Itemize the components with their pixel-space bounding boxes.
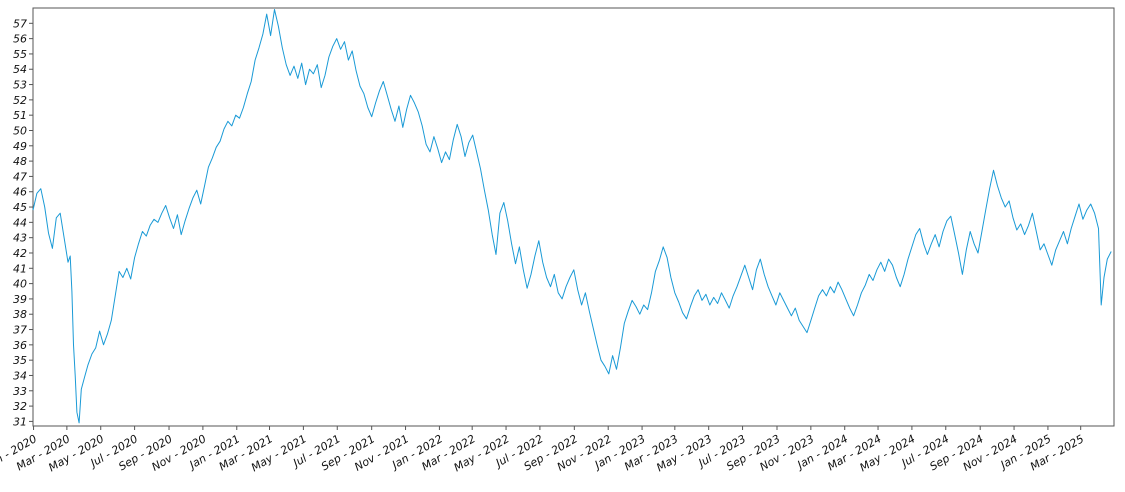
y-tick-label: 50: [13, 124, 27, 137]
y-tick-label: 52: [13, 94, 27, 107]
y-tick-label: 48: [13, 155, 27, 168]
y-tick-label: 56: [13, 33, 27, 46]
y-tick-label: 42: [13, 247, 27, 260]
y-tick-label: 31: [13, 415, 27, 428]
y-tick-label: 37: [13, 324, 27, 337]
y-tick-label: 35: [13, 354, 27, 367]
y-tick-label: 49: [13, 140, 27, 153]
y-tick-label: 40: [13, 278, 27, 291]
y-tick-label: 36: [13, 339, 27, 352]
y-tick-label: 38: [13, 308, 27, 321]
y-tick-label: 34: [13, 369, 27, 382]
y-tick-label: 54: [13, 63, 27, 76]
y-tick-label: 43: [13, 232, 27, 245]
y-tick-label: 47: [13, 170, 27, 183]
y-tick-label: 41: [13, 262, 27, 275]
y-tick-label: 55: [13, 48, 27, 61]
y-tick-label: 44: [13, 216, 27, 229]
series-line-0: [32, 9, 1112, 424]
y-tick-label: 57: [13, 17, 27, 30]
series-layer: [32, 9, 1112, 424]
y-tick-label: 33: [13, 385, 27, 398]
y-tick-label: 39: [13, 293, 27, 306]
y-tick-label: 51: [13, 109, 27, 122]
y-tick-label: 46: [13, 186, 27, 199]
y-tick-label: 32: [13, 400, 27, 413]
y-tick-label: 45: [13, 201, 27, 214]
y-tick-label: 53: [13, 79, 27, 92]
plot-area: [32, 7, 1115, 427]
y-axis: 31 32 33 34 35 36 37 38 39 40 41 42 43 44 45 46 47 48 49 50…: [13, 17, 33, 428]
